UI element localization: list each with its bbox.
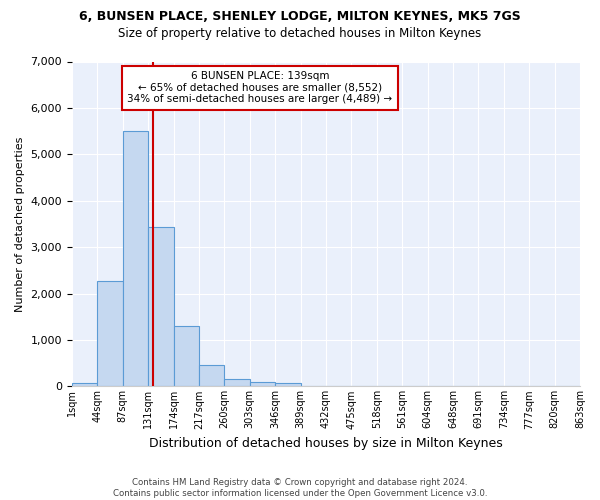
Bar: [224, 378, 250, 386]
Bar: [250, 382, 275, 386]
Text: Contains HM Land Registry data © Crown copyright and database right 2024.
Contai: Contains HM Land Registry data © Crown c…: [113, 478, 487, 498]
Bar: [123, 130, 148, 386]
Bar: [72, 383, 97, 386]
Text: Size of property relative to detached houses in Milton Keynes: Size of property relative to detached ho…: [118, 28, 482, 40]
X-axis label: Distribution of detached houses by size in Milton Keynes: Distribution of detached houses by size …: [149, 437, 503, 450]
Text: 6 BUNSEN PLACE: 139sqm
← 65% of detached houses are smaller (8,552)
34% of semi-: 6 BUNSEN PLACE: 139sqm ← 65% of detached…: [127, 71, 392, 104]
Text: 6, BUNSEN PLACE, SHENLEY LODGE, MILTON KEYNES, MK5 7GS: 6, BUNSEN PLACE, SHENLEY LODGE, MILTON K…: [79, 10, 521, 23]
Bar: [97, 281, 123, 386]
Bar: [148, 227, 173, 386]
Y-axis label: Number of detached properties: Number of detached properties: [15, 136, 25, 312]
Bar: [199, 365, 224, 386]
Bar: [173, 326, 199, 386]
Bar: [275, 383, 301, 386]
